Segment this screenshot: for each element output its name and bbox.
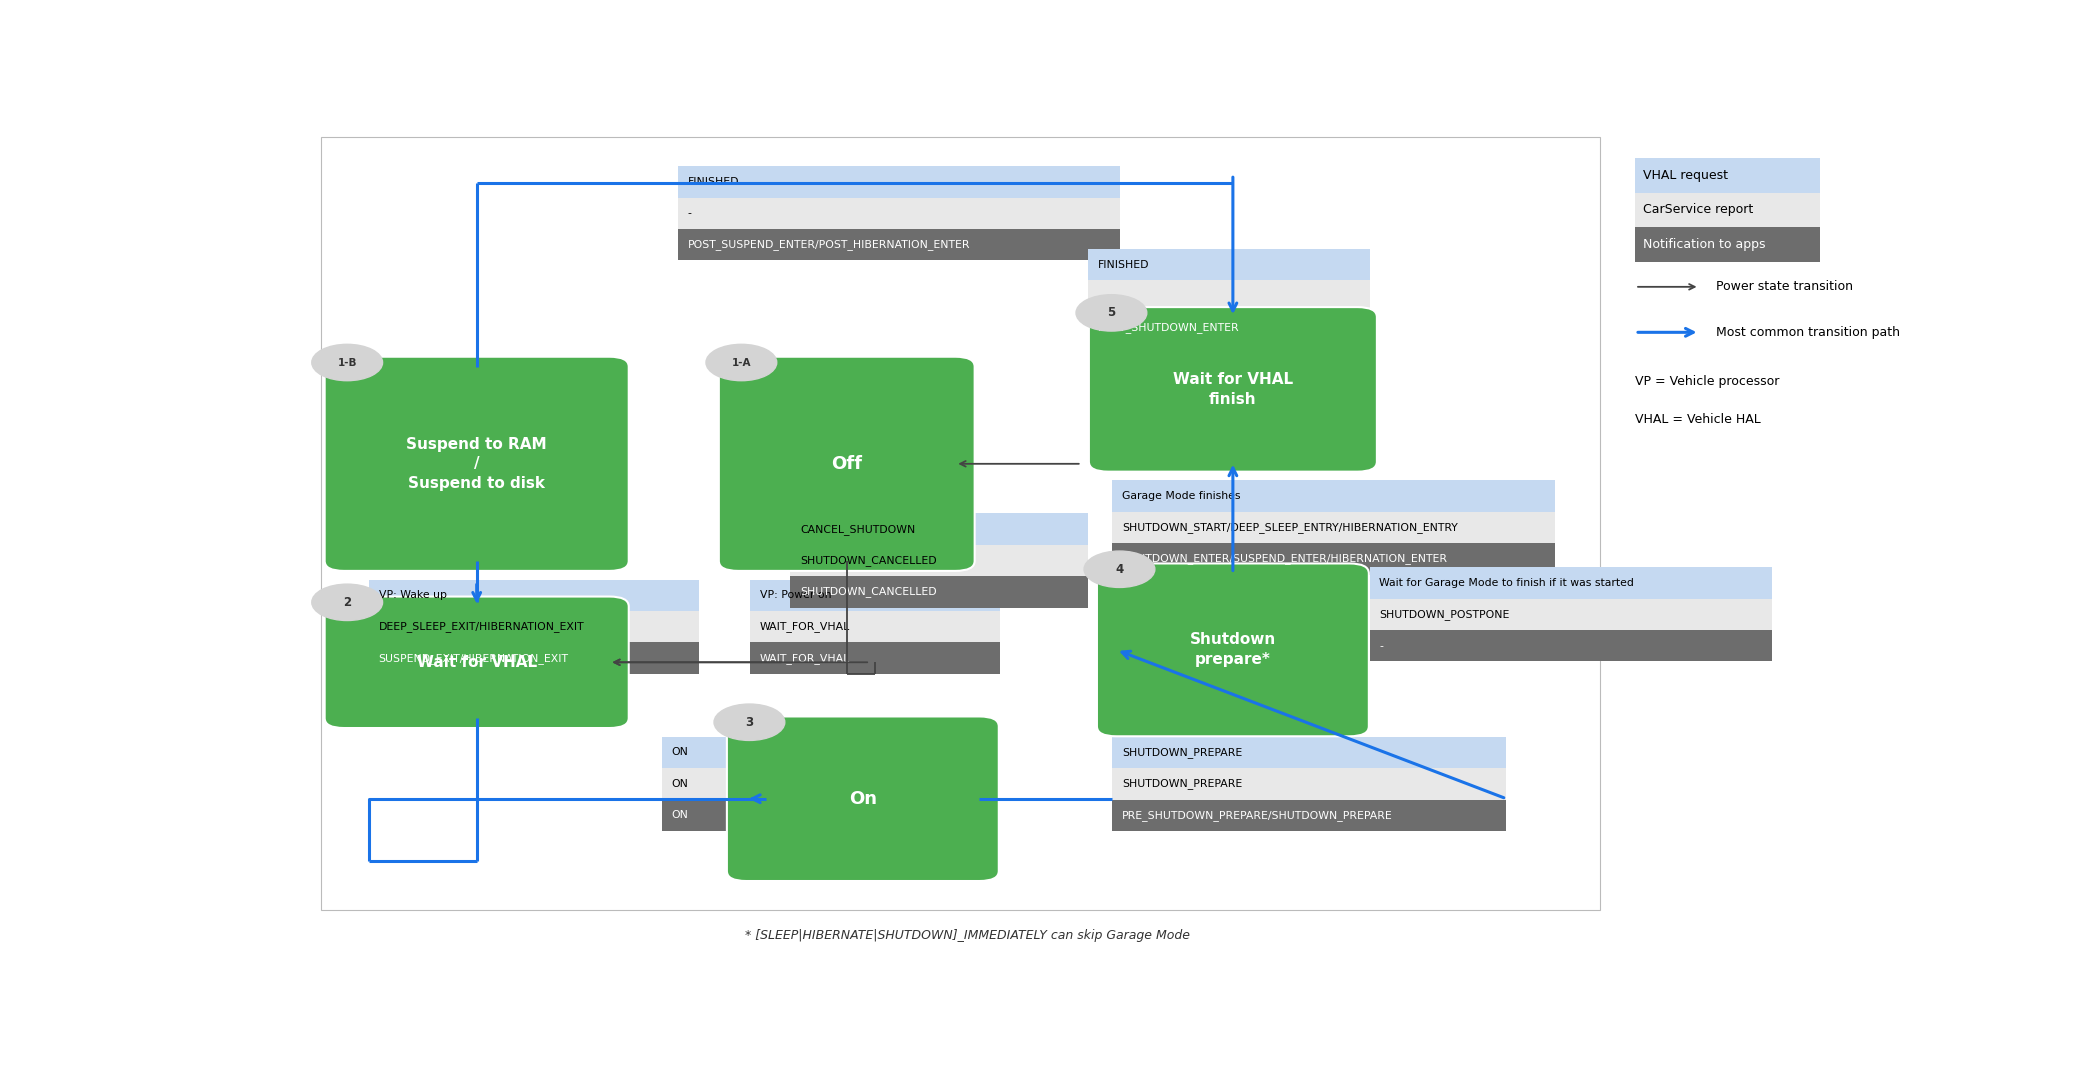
Text: SHUTDOWN_POSTPONE: SHUTDOWN_POSTPONE: [1378, 609, 1509, 620]
Text: FINISHED: FINISHED: [687, 177, 739, 187]
Text: Notification to apps: Notification to apps: [1644, 238, 1767, 251]
Circle shape: [311, 345, 382, 380]
Text: 4: 4: [1115, 563, 1123, 576]
Text: SHUTDOWN_ENTER/SUSPEND_ENTER/HIBERNATION_ENTER: SHUTDOWN_ENTER/SUSPEND_ENTER/HIBERNATION…: [1121, 553, 1447, 564]
Text: SHUTDOWN_PREPARE: SHUTDOWN_PREPARE: [1121, 779, 1241, 789]
FancyBboxPatch shape: [791, 577, 1088, 608]
Text: SUSPEND_EXIT/HIBERNATION_EXIT: SUSPEND_EXIT/HIBERNATION_EXIT: [378, 653, 569, 664]
FancyBboxPatch shape: [1096, 564, 1368, 737]
FancyBboxPatch shape: [370, 611, 700, 642]
Text: CANCEL_SHUTDOWN: CANCEL_SHUTDOWN: [799, 524, 916, 535]
FancyBboxPatch shape: [791, 513, 1088, 545]
FancyBboxPatch shape: [1113, 737, 1507, 768]
FancyBboxPatch shape: [370, 580, 700, 611]
FancyBboxPatch shape: [1113, 480, 1555, 512]
Text: POST_SUSPEND_ENTER/POST_HIBERNATION_ENTER: POST_SUSPEND_ENTER/POST_HIBERNATION_ENTE…: [687, 240, 969, 250]
FancyBboxPatch shape: [749, 611, 1001, 642]
FancyBboxPatch shape: [677, 198, 1121, 229]
Text: ON: ON: [671, 779, 689, 788]
Text: Wait for VHAL: Wait for VHAL: [417, 655, 538, 670]
FancyBboxPatch shape: [662, 768, 766, 799]
FancyBboxPatch shape: [749, 580, 1001, 611]
Text: VHAL request: VHAL request: [1644, 169, 1727, 182]
FancyBboxPatch shape: [677, 166, 1121, 198]
Text: Wait for VHAL
finish: Wait for VHAL finish: [1173, 372, 1293, 407]
Text: DEEP_SLEEP_EXIT/HIBERNATION_EXIT: DEEP_SLEEP_EXIT/HIBERNATION_EXIT: [378, 621, 583, 633]
Text: VHAL = Vehicle HAL: VHAL = Vehicle HAL: [1636, 412, 1760, 425]
Text: Off: Off: [830, 454, 862, 473]
Text: -: -: [1378, 641, 1383, 651]
Text: SHUTDOWN_CANCELLED: SHUTDOWN_CANCELLED: [799, 586, 936, 597]
Text: -: -: [1098, 291, 1102, 301]
FancyBboxPatch shape: [324, 596, 629, 728]
Text: Wait for Garage Mode to finish if it was started: Wait for Garage Mode to finish if it was…: [1378, 578, 1634, 587]
FancyBboxPatch shape: [749, 642, 1001, 673]
Text: ON: ON: [671, 810, 689, 821]
FancyBboxPatch shape: [662, 799, 766, 831]
FancyBboxPatch shape: [1088, 249, 1370, 280]
Text: Most common transition path: Most common transition path: [1715, 325, 1900, 338]
Circle shape: [311, 584, 382, 621]
FancyBboxPatch shape: [718, 357, 974, 571]
Text: 3: 3: [745, 715, 754, 729]
Text: 1-B: 1-B: [338, 358, 357, 367]
FancyBboxPatch shape: [370, 642, 700, 673]
Text: WAIT_FOR_VHAL: WAIT_FOR_VHAL: [760, 621, 849, 633]
Text: PRE_SHUTDOWN_PREPARE/SHUTDOWN_PREPARE: PRE_SHUTDOWN_PREPARE/SHUTDOWN_PREPARE: [1121, 810, 1393, 821]
FancyBboxPatch shape: [662, 737, 766, 768]
Text: ON: ON: [671, 748, 689, 757]
Text: POST_SHUTDOWN_ENTER: POST_SHUTDOWN_ENTER: [1098, 322, 1239, 333]
FancyBboxPatch shape: [1113, 768, 1507, 799]
Text: -: -: [687, 208, 691, 218]
FancyBboxPatch shape: [1636, 192, 1821, 228]
Text: VP = Vehicle processor: VP = Vehicle processor: [1636, 376, 1779, 389]
FancyBboxPatch shape: [1088, 311, 1370, 343]
Text: SHUTDOWN_START/DEEP_SLEEP_ENTRY/HIBERNATION_ENTRY: SHUTDOWN_START/DEEP_SLEEP_ENTRY/HIBERNAT…: [1121, 522, 1457, 533]
Circle shape: [1084, 551, 1154, 587]
Text: 1-A: 1-A: [731, 358, 752, 367]
FancyBboxPatch shape: [1113, 543, 1555, 575]
FancyBboxPatch shape: [727, 716, 999, 881]
Text: 5: 5: [1107, 306, 1115, 319]
Circle shape: [1075, 294, 1146, 331]
Text: SHUTDOWN_CANCELLED: SHUTDOWN_CANCELLED: [799, 555, 936, 566]
FancyBboxPatch shape: [1090, 307, 1376, 471]
FancyBboxPatch shape: [1370, 567, 1773, 598]
FancyBboxPatch shape: [1113, 799, 1507, 831]
Text: VP: Power on: VP: Power on: [760, 591, 830, 600]
FancyBboxPatch shape: [1088, 280, 1370, 311]
Text: * [SLEEP|HIBERNATE|SHUTDOWN]_IMMEDIATELY can skip Garage Mode: * [SLEEP|HIBERNATE|SHUTDOWN]_IMMEDIATELY…: [745, 929, 1190, 942]
Text: Shutdown
prepare*: Shutdown prepare*: [1190, 633, 1277, 667]
FancyBboxPatch shape: [1113, 512, 1555, 543]
Circle shape: [714, 705, 785, 740]
FancyBboxPatch shape: [1636, 158, 1821, 192]
Text: VP: Wake up: VP: Wake up: [378, 591, 446, 600]
FancyBboxPatch shape: [677, 229, 1121, 260]
Text: Suspend to RAM
/
Suspend to disk: Suspend to RAM / Suspend to disk: [407, 436, 546, 491]
Text: WAIT_FOR_VHAL: WAIT_FOR_VHAL: [760, 653, 849, 664]
FancyBboxPatch shape: [791, 545, 1088, 577]
Text: 2: 2: [343, 596, 351, 609]
Text: Power state transition: Power state transition: [1715, 280, 1852, 293]
FancyBboxPatch shape: [1370, 630, 1773, 662]
Text: Garage Mode finishes: Garage Mode finishes: [1121, 491, 1239, 502]
Text: On: On: [849, 789, 876, 808]
FancyBboxPatch shape: [324, 357, 629, 571]
FancyBboxPatch shape: [1636, 228, 1821, 262]
FancyBboxPatch shape: [1370, 598, 1773, 630]
Text: SHUTDOWN_PREPARE: SHUTDOWN_PREPARE: [1121, 748, 1241, 758]
Circle shape: [706, 345, 776, 380]
Text: FINISHED: FINISHED: [1098, 260, 1150, 270]
Text: CarService report: CarService report: [1644, 203, 1754, 217]
